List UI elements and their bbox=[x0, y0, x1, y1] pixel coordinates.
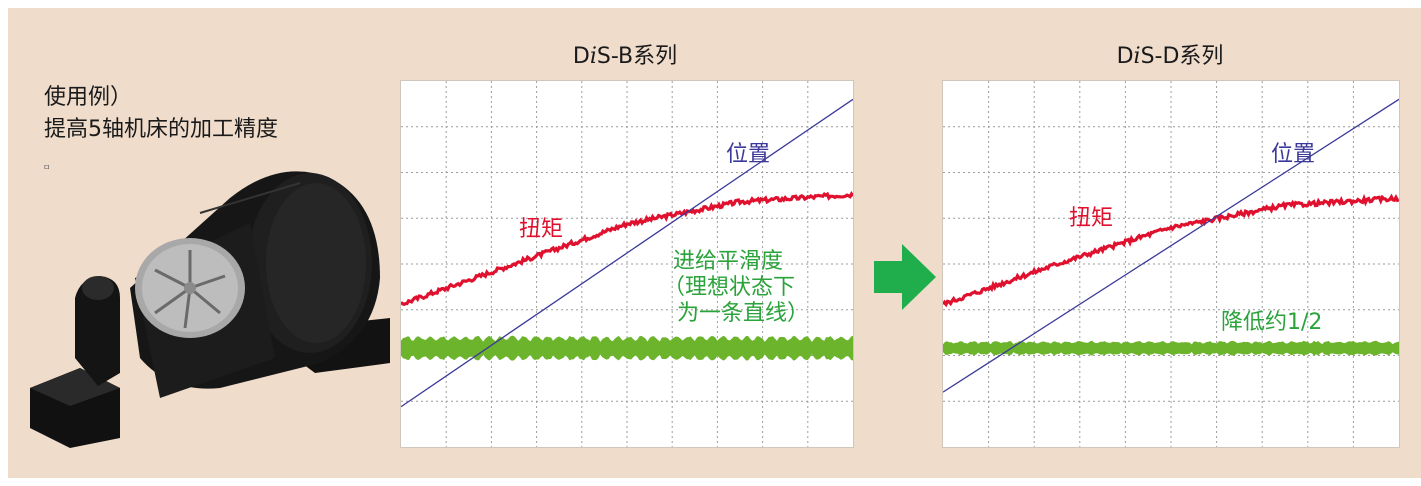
chart-2-panel: 位置 扭矩 降低约1/2 bbox=[942, 80, 1400, 448]
chart-2-title-suffix: S-D系列 bbox=[1140, 44, 1224, 69]
chart-2-torque-label-text: 扭矩 bbox=[1069, 206, 1114, 231]
chart-2-position-label-text: 位置 bbox=[1271, 142, 1316, 167]
chart-1-smoothness-line-3: 为一条直线） bbox=[677, 301, 810, 326]
chart-1-series-position bbox=[401, 98, 853, 408]
chart-1-position-label: 位置 bbox=[726, 143, 770, 167]
intro-line-1: 使用例） bbox=[44, 85, 133, 110]
chart-1-title-italic: i bbox=[589, 44, 597, 69]
chart-2-series-torque bbox=[943, 193, 1399, 308]
chart-1-torque-label: 扭矩 bbox=[519, 218, 563, 242]
chart-1-title-prefix: D bbox=[572, 44, 590, 69]
chart-1-smoothness-line-1: 进给平滑度 bbox=[673, 249, 784, 274]
chart-1-plot bbox=[401, 81, 853, 447]
chart-2-torque-label: 扭矩 bbox=[1069, 207, 1113, 231]
chart-2-series-position bbox=[943, 98, 1399, 393]
chart-1-grid bbox=[401, 81, 853, 447]
chart-1-torque-label-text: 扭矩 bbox=[519, 217, 564, 242]
chart-1-series-torque bbox=[401, 190, 853, 307]
chart-1-title: DiS-B系列 bbox=[400, 38, 850, 70]
arrow-right-icon bbox=[874, 244, 936, 310]
chart-1-smoothness-label: 进给平滑度 （理想状态下 为一条直线） bbox=[663, 249, 809, 327]
chart-2-grid bbox=[943, 81, 1399, 447]
chart-1-title-suffix: S-B系列 bbox=[596, 44, 678, 69]
background: ㅁ 使用例） 提高5轴机床的加工精度 DiS bbox=[8, 8, 1421, 478]
chart-2-title-italic: i bbox=[1133, 44, 1141, 69]
chart-1-panel: 位置 扭矩 进给平滑度 （理想状态下 为一条直线） bbox=[400, 80, 854, 448]
chart-2-title-prefix: D bbox=[1116, 44, 1134, 69]
five-axis-machine-illustration bbox=[30, 171, 390, 448]
chart-1-smoothness-line-2: （理想状态下 bbox=[663, 275, 796, 300]
intro-line-2: 提高5轴机床的加工精度 bbox=[44, 117, 278, 142]
chart-2-reduction-label: 降低约1/2 bbox=[1221, 311, 1322, 335]
chart-1-series-smoothness bbox=[401, 335, 853, 361]
chart-1-position-label-text: 位置 bbox=[726, 142, 771, 167]
chart-2-series-smoothness bbox=[943, 340, 1399, 356]
chart-2-reduction-label-text: 降低约1/2 bbox=[1221, 310, 1323, 335]
intro-text: 使用例） 提高5轴机床的加工精度 bbox=[44, 82, 278, 146]
chart-2-title: DiS-D系列 bbox=[942, 38, 1398, 70]
stray-mark: ㅁ bbox=[43, 163, 51, 172]
chart-2-position-label: 位置 bbox=[1271, 143, 1315, 167]
chart-2-plot bbox=[943, 81, 1399, 447]
